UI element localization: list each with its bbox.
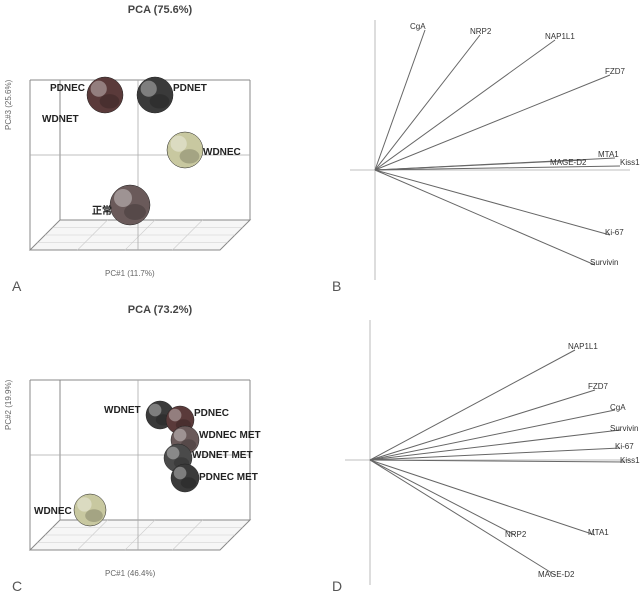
sphere-label-wdnec: WDNEC bbox=[34, 506, 72, 517]
panel-letter-a: A bbox=[12, 278, 21, 294]
panel-a-svg bbox=[10, 20, 310, 280]
sphere-label-wdnetmet: WDNET MET bbox=[192, 450, 253, 461]
sphere-normal bbox=[110, 185, 150, 225]
panel-b-plot: CgA NRP2 NAP1L1 FZD7 MAGE-D2 MTA1Kiss1 Ki-67 Su… bbox=[320, 0, 640, 300]
vector-label-survivin: Survivin bbox=[610, 424, 638, 433]
panel-c-svg bbox=[10, 320, 310, 580]
sphere-label-normal: 正常 bbox=[92, 202, 112, 217]
sphere-wdnec bbox=[74, 494, 106, 526]
sphere-label-wdnecmet: WDNEC MET bbox=[199, 430, 261, 441]
sphere-label-wdnet: WDNET bbox=[104, 405, 141, 416]
vector-label-kiss1: Kiss1 bbox=[620, 456, 640, 465]
vector-label-mage-d2: MAGE-D2 bbox=[538, 570, 574, 579]
sphere-label-pdnet: PDNET bbox=[173, 83, 207, 94]
panel-a-title: PCA (75.6%) bbox=[0, 4, 320, 16]
panel-letter-d: D bbox=[332, 578, 342, 594]
vector-label-ki-67: Ki-67 bbox=[615, 442, 634, 451]
vector-label-fzd7: FZD7 bbox=[588, 382, 608, 391]
sphere-label-wdnet: WDNET bbox=[42, 114, 79, 125]
panel-a: PCA (75.6%) PC#1 (11.7%) PC#3 (25.6%) PD… bbox=[0, 0, 320, 300]
vector-label-ki-67: Ki-67 bbox=[605, 228, 624, 237]
panel-b: CgA NRP2 NAP1L1 FZD7 MAGE-D2 MTA1Kiss1 Ki-67 Su… bbox=[320, 0, 640, 300]
panel-a-xlabel: PC#1 (11.7%) bbox=[105, 269, 155, 278]
sphere-pdnet bbox=[137, 77, 173, 113]
panel-c-title: PCA (73.2%) bbox=[0, 304, 320, 316]
vector-label-nrp2: NRP2 bbox=[505, 530, 526, 539]
sphere-label-wdnec: WDNEC bbox=[203, 147, 241, 158]
sphere-pdnec bbox=[87, 77, 123, 113]
vector-label-mta1: MTA1 bbox=[588, 528, 609, 537]
sphere-label-pdnecmet: PDNEC MET bbox=[199, 472, 258, 483]
panel-a-ylabel: PC#3 (25.6%) bbox=[4, 80, 13, 130]
sphere-label-pdnec: PDNEC bbox=[194, 408, 229, 419]
vector-label-kiss1: Kiss1 bbox=[620, 158, 640, 167]
vector-label-mage-d2: MAGE-D2 bbox=[550, 158, 586, 167]
vector-label-fzd7: FZD7 bbox=[605, 67, 625, 76]
panel-c-plot bbox=[10, 320, 310, 570]
sphere-pdnecmet bbox=[171, 464, 199, 492]
panel-c-xlabel: PC#1 (46.4%) bbox=[105, 569, 155, 578]
panel-d-plot: NAP1L1 FZD7 CgA Survivin Ki-67 Kiss1 NRP2 MTA1 M… bbox=[320, 300, 640, 600]
panel-b-svg bbox=[320, 0, 640, 300]
panel-d: NAP1L1 FZD7 CgA Survivin Ki-67 Kiss1 NRP2 MTA1 M… bbox=[320, 300, 640, 600]
panel-letter-c: C bbox=[12, 578, 22, 594]
panel-a-plot bbox=[10, 20, 310, 270]
panel-letter-b: B bbox=[332, 278, 341, 294]
sphere-wdnec bbox=[167, 132, 203, 168]
sphere-label-pdnec: PDNEC bbox=[50, 83, 85, 94]
vector-label-nap1l1: NAP1L1 bbox=[545, 32, 575, 41]
vector-label-nrp2: NRP2 bbox=[470, 27, 491, 36]
panel-c: PCA (73.2%) PC#1 (46.4%) PC#2 (19.9%) WD… bbox=[0, 300, 320, 600]
panel-c-ylabel: PC#2 (19.9%) bbox=[4, 380, 13, 430]
vector-label-mta1: MTA1 bbox=[598, 150, 619, 159]
vector-label-cga: CgA bbox=[410, 22, 426, 31]
vector-label-nap1l1: NAP1L1 bbox=[568, 342, 598, 351]
vector-label-survivin: Survivin bbox=[590, 258, 618, 267]
figure-grid: PCA (75.6%) PC#1 (11.7%) PC#3 (25.6%) PD… bbox=[0, 0, 640, 600]
vector-label-cga: CgA bbox=[610, 403, 626, 412]
